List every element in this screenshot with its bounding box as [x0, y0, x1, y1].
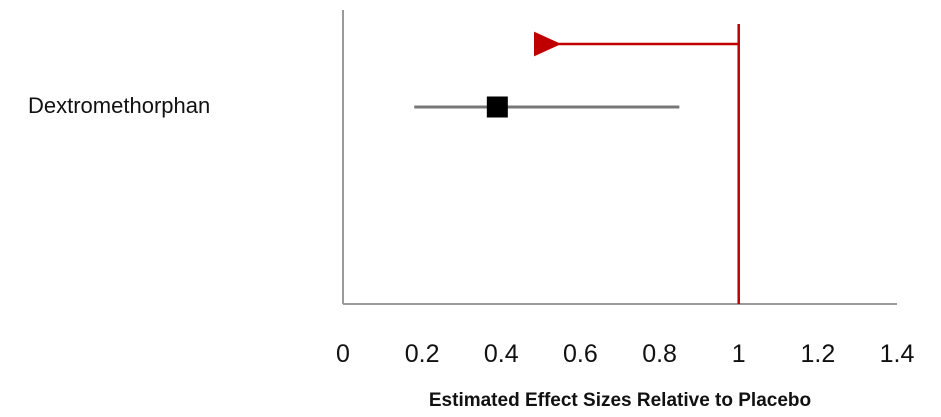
x-tick-label: 0.8 — [642, 340, 677, 368]
x-tick-label: 1 — [732, 340, 746, 368]
x-axis-ticks: 0 0.2 0.4 0.6 0.8 1 1.2 1.4 — [336, 340, 914, 368]
estimate-marker — [486, 96, 508, 118]
x-axis-title: Estimated Effect Sizes Relative to Place… — [429, 390, 811, 411]
x-tick-label: 0 — [336, 340, 350, 368]
x-tick-label: 0.4 — [484, 340, 519, 368]
category-label-dextromethorphan: Dextromethorphan — [28, 93, 210, 118]
x-tick-label: 0.6 — [563, 340, 598, 368]
x-tick-label: 0.2 — [405, 340, 440, 368]
x-tick-label: 1.4 — [880, 340, 915, 368]
x-tick-label: 1.2 — [800, 340, 835, 368]
